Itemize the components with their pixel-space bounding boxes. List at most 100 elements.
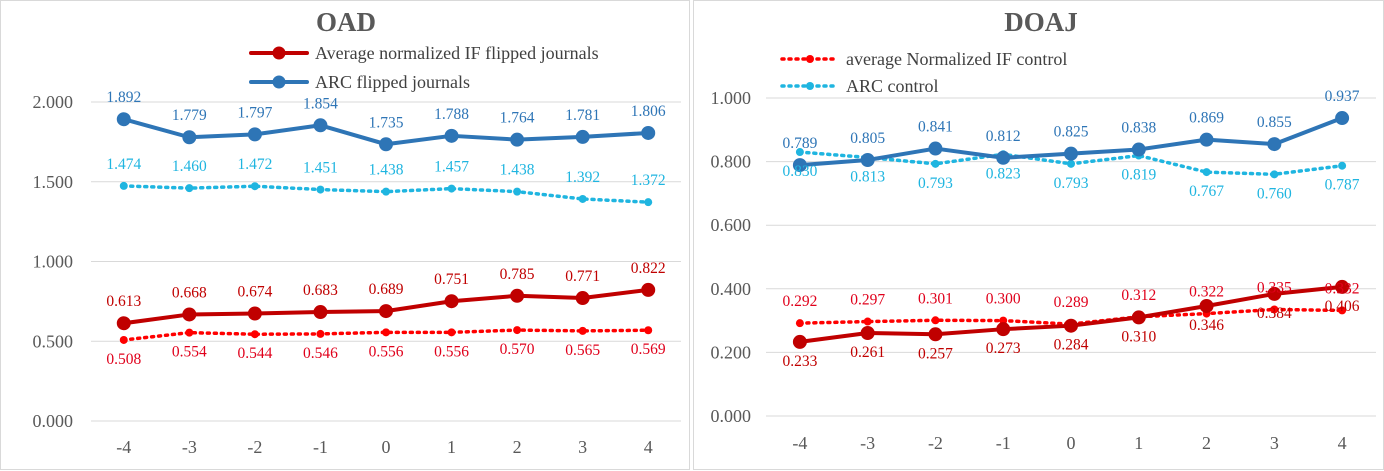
doaj-y-tick-label: 0.000	[711, 406, 752, 426]
doaj-x-tick-label: -4	[792, 433, 807, 453]
oad-series-1-point	[641, 125, 656, 140]
oad-series-0-data-label: 0.683	[303, 282, 338, 299]
oad-series-2-point	[119, 335, 128, 344]
oad-series-2-point	[250, 330, 259, 339]
oad-series-3-data-label: 1.451	[303, 160, 338, 177]
oad-series-0-data-label: 0.822	[631, 260, 666, 277]
doaj-series-1-data-label: 0.793	[918, 175, 953, 192]
oad-series-0-point	[444, 294, 459, 309]
doaj-series-1-point	[1338, 161, 1347, 170]
oad-series-0-point	[247, 306, 262, 321]
oad-series-0-point	[510, 288, 525, 303]
oad-series-3-point	[644, 198, 653, 207]
doaj-series-0-point	[931, 316, 940, 325]
doaj-series-1-point	[931, 159, 940, 168]
oad-series-3-point	[119, 181, 128, 190]
oad-series-2-data-label: 0.546	[303, 345, 338, 362]
doaj-series-2-point	[1335, 279, 1350, 294]
doaj-series-1-data-label: 0.823	[986, 165, 1021, 182]
doaj-series-1-data-label: 0.767	[1189, 183, 1224, 200]
doaj-series-line-0	[798, 307, 1344, 326]
doaj-series-2-point	[792, 334, 807, 349]
doaj-series-0-point	[1338, 306, 1347, 315]
oad-series-0-point	[379, 304, 393, 319]
oad-series-3-data-label: 1.372	[631, 172, 666, 189]
doaj-series-3-point	[1199, 132, 1214, 147]
doaj-series-2-data-label: 0.233	[782, 353, 817, 370]
doaj-x-tick-label: 2	[1202, 433, 1211, 453]
oad-series-2-point	[644, 326, 653, 335]
doaj-y-tick-label: 0.600	[711, 215, 752, 235]
doaj-y-tick-label: 0.200	[711, 342, 752, 362]
doaj-series-0-point	[795, 319, 804, 328]
doaj-series-0-point	[1270, 305, 1279, 314]
oad-series-1-data-label: 1.892	[106, 89, 141, 106]
oad-x-tick-label: 0	[382, 437, 391, 457]
oad-series-0-data-label: 0.689	[369, 281, 404, 298]
doaj-y-tick-label: 0.400	[711, 279, 752, 299]
oad-series-1-data-label: 1.779	[172, 107, 207, 124]
oad-series-1-point	[379, 137, 393, 152]
oad-x-tick-label: -1	[313, 437, 328, 457]
doaj-series-3-data-label: 0.937	[1325, 88, 1360, 105]
doaj-series-3-data-label: 0.825	[1054, 124, 1089, 141]
doaj-series-3-point	[1335, 111, 1350, 126]
doaj-series-1-point	[1067, 159, 1075, 168]
doaj-series-2-data-label: 0.310	[1121, 328, 1156, 345]
oad-series-1-data-label: 1.854	[303, 95, 338, 112]
oad-series-3-data-label: 1.474	[106, 156, 141, 173]
doaj-series-0-data-label: 0.335	[1257, 279, 1292, 296]
doaj-series-0-point	[863, 317, 872, 326]
doaj-series-3-point	[996, 150, 1011, 165]
doaj-series-1-data-label: 0.793	[1054, 175, 1089, 192]
doaj-series-0-data-label: 0.301	[918, 290, 953, 307]
doaj-series-0-data-label: 0.332	[1325, 280, 1360, 297]
oad-series-3-point	[513, 187, 522, 196]
oad-series-0-point	[182, 307, 197, 322]
doaj-series-0-data-label: 0.297	[850, 292, 885, 309]
oad-series-3-data-label: 1.438	[369, 162, 404, 179]
oad-series-3-point	[578, 194, 587, 203]
oad-series-1-point	[313, 118, 328, 133]
doaj-series-1-point	[795, 148, 804, 157]
doaj-y-tick-label: 0.800	[711, 152, 752, 172]
doaj-x-tick-label: 0	[1067, 433, 1076, 453]
doaj-series-3-point	[1131, 142, 1146, 157]
oad-x-tick-label: -2	[247, 437, 262, 457]
doaj-legend-label-1: ARC control	[846, 76, 939, 96]
doaj-series-1-data-label: 0.787	[1325, 177, 1360, 194]
oad-x-tick-label: -3	[182, 437, 197, 457]
oad-series-0-data-label: 0.668	[172, 284, 207, 301]
oad-legend-marker-1	[272, 75, 286, 89]
oad-series-2-point	[382, 328, 390, 337]
oad-series-3-point	[316, 185, 325, 194]
oad-series-2-data-label: 0.565	[565, 342, 600, 359]
oad-y-tick-label: 1.000	[33, 252, 74, 272]
oad-series-1-point	[444, 128, 459, 143]
oad-series-1-point	[116, 112, 131, 127]
oad-x-tick-label: 4	[644, 437, 653, 457]
oad-series-0-data-label: 0.785	[500, 266, 535, 283]
doaj-series-3-data-label: 0.838	[1121, 120, 1156, 137]
oad-series-2-data-label: 0.556	[369, 343, 404, 360]
oad-series-2-data-label: 0.508	[106, 351, 141, 368]
doaj-x-tick-label: 1	[1134, 433, 1143, 453]
doaj-series-1-data-label: 0.819	[1121, 167, 1156, 184]
doaj-legend-marker-1	[806, 82, 814, 90]
oad-x-tick-label: 3	[578, 437, 587, 457]
oad-series-2-point	[185, 328, 194, 337]
oad-series-1-data-label: 1.788	[434, 106, 469, 123]
doaj-series-2-data-label: 0.257	[918, 345, 953, 362]
oad-series-0-point	[575, 291, 590, 306]
doaj-x-tick-label: 3	[1270, 433, 1279, 453]
oad-series-1-data-label: 1.735	[369, 114, 404, 131]
oad-series-3-point	[382, 187, 390, 196]
doaj-chart-panel: DOAJ 0.000 0.200 0.400 0.600 0.800 1.000 -4 -3 -2…	[693, 0, 1384, 470]
doaj-x-tick-label: -3	[860, 433, 875, 453]
doaj-series-1-data-label: 0.830	[782, 163, 817, 180]
doaj-series-2-data-label: 0.406	[1325, 298, 1360, 315]
doaj-chart-svg: DOAJ 0.000 0.200 0.400 0.600 0.800 1.000 -4 -3 -2…	[711, 7, 1376, 453]
doaj-legend-label-0: average Normalized IF control	[846, 49, 1067, 69]
doaj-series-0-data-label: 0.289	[1054, 294, 1089, 311]
doaj-series-3-data-label: 0.812	[986, 128, 1021, 145]
